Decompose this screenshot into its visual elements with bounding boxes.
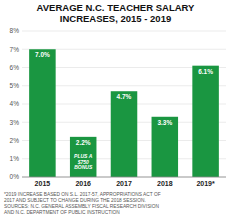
x-axis-line: [22, 177, 226, 178]
y-tick-label: 2%: [10, 137, 20, 144]
annotation-line: BONUS: [74, 164, 93, 170]
grid-line: [22, 31, 226, 32]
bars: [29, 49, 219, 177]
grid-line: [22, 177, 226, 178]
title-line: AVERAGE N.C. TEACHER SALARY: [37, 2, 195, 13]
bar: [29, 49, 56, 177]
title-line: INCREASES, 2015 - 2019: [60, 13, 171, 24]
data-label: 7.0%: [35, 51, 50, 58]
data-label: 2.2%: [76, 139, 91, 146]
y-tick-label: 8%: [10, 27, 20, 34]
x-tick-label: 2019*: [196, 180, 215, 187]
x-tick-label: 2018: [157, 180, 173, 187]
y-tick-label: 3%: [10, 119, 20, 126]
footnote: SOURCES: N.C. GENERAL ASSEMBLY FISCAL RE…: [4, 204, 159, 209]
footnote: 2017 AND SUBJECT TO CHANGE DURING THE 20…: [4, 198, 146, 203]
y-tick-label: 1%: [10, 155, 20, 162]
y-tick-label: 0%: [10, 173, 20, 180]
x-tick-label: 2016: [75, 180, 91, 187]
x-tick-label: 2017: [116, 180, 132, 187]
bar: [192, 66, 219, 177]
data-label: 6.1%: [198, 68, 213, 75]
y-tick-label: 5%: [10, 82, 20, 89]
y-tick-label: 7%: [10, 46, 20, 53]
data-label: 4.7%: [117, 93, 132, 100]
y-tick-label: 4%: [10, 100, 20, 107]
title: AVERAGE N.C. TEACHER SALARYINCREASES, 20…: [37, 2, 195, 24]
footnote: *2019 INCREASE BASED ON S.L. 2017-57, AP…: [4, 192, 161, 197]
bar: [70, 137, 97, 177]
bar: [111, 91, 138, 177]
bar: [152, 117, 179, 177]
y-tick-label: 6%: [10, 64, 20, 71]
x-tick-label: 2015: [35, 180, 51, 187]
chart: AVERAGE N.C. TEACHER SALARYINCREASES, 20…: [0, 0, 231, 218]
data-label: 3.3%: [157, 119, 172, 126]
footnote: AND N.C. DEPARTMENT OF PUBLIC INSTRUCTIO…: [4, 210, 120, 215]
annotation: PLUS A$750BONUS: [74, 153, 93, 170]
